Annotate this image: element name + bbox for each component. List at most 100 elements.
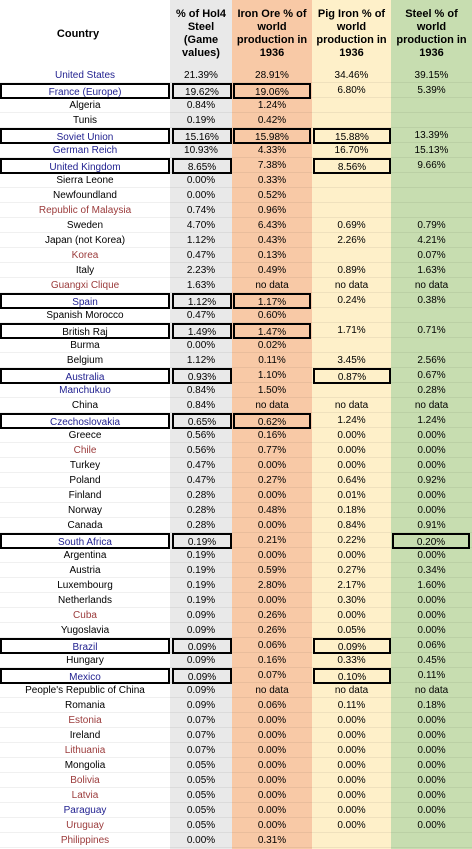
pig-iron-cell[interactable]: 0.00% [337, 550, 366, 561]
steel-cell[interactable]: 0.00% [417, 595, 446, 606]
hoi4-steel-cell[interactable]: 19.62% [172, 83, 232, 99]
pig-iron-cell[interactable]: 8.56% [313, 158, 391, 174]
pig-iron-cell[interactable]: no data [334, 280, 369, 291]
iron-ore-cell[interactable]: 0.02% [257, 340, 287, 351]
pig-iron-cell[interactable] [312, 383, 391, 398]
pig-iron-cell[interactable]: 0.01% [337, 490, 366, 501]
pig-iron-cell[interactable]: 34.46% [334, 70, 369, 81]
steel-cell[interactable]: 0.00% [417, 505, 446, 516]
country-cell[interactable]: Luxembourg [57, 580, 113, 591]
pig-iron-cell[interactable]: 0.10% [313, 668, 391, 684]
steel-cell[interactable]: no data [414, 280, 449, 291]
iron-ore-cell[interactable]: 0.49% [257, 265, 287, 276]
hoi4-steel-cell[interactable]: 0.07% [186, 715, 216, 726]
hoi4-steel-cell[interactable]: 1.12% [172, 293, 232, 309]
pig-iron-cell[interactable] [312, 173, 391, 188]
iron-ore-cell[interactable]: 0.48% [257, 505, 287, 516]
pig-iron-cell[interactable]: 1.24% [337, 415, 366, 426]
iron-ore-cell[interactable]: 0.42% [257, 115, 287, 126]
steel-cell[interactable]: 0.67% [417, 370, 446, 381]
iron-ore-cell[interactable]: 0.06% [257, 700, 287, 711]
iron-ore-cell[interactable]: 1.50% [257, 385, 287, 396]
country-cell[interactable]: Yugoslavia [60, 625, 110, 636]
country-cell[interactable]: Poland [69, 475, 101, 486]
hoi4-steel-cell[interactable]: 0.84% [186, 385, 216, 396]
hoi4-steel-cell[interactable]: 0.28% [186, 505, 216, 516]
iron-ore-cell[interactable]: no data [255, 400, 289, 411]
steel-cell[interactable]: 0.00% [417, 490, 446, 501]
hoi4-steel-cell[interactable]: 0.19% [172, 533, 232, 549]
iron-ore-cell[interactable]: 0.60% [257, 310, 287, 321]
country-cell[interactable]: German Reich [52, 145, 118, 156]
country-cell[interactable]: Uruguay [66, 820, 104, 831]
pig-iron-cell[interactable]: no data [334, 400, 369, 411]
country-cell[interactable]: Finland [68, 490, 102, 501]
iron-ore-cell[interactable]: 28.91% [255, 70, 289, 81]
hoi4-steel-cell[interactable]: 0.56% [186, 445, 216, 456]
country-cell[interactable]: Chile [73, 445, 97, 456]
iron-ore-cell[interactable]: 4.33% [257, 145, 287, 156]
hoi4-steel-cell[interactable]: 0.09% [186, 700, 216, 711]
iron-ore-cell[interactable]: 0.00% [257, 490, 287, 501]
country-cell[interactable]: France (Europe) [0, 83, 170, 99]
steel-cell[interactable]: 0.79% [417, 220, 446, 231]
pig-iron-cell[interactable]: 0.33% [337, 655, 366, 666]
hoi4-steel-cell[interactable]: 0.09% [186, 625, 216, 636]
country-cell[interactable]: Lithuania [64, 745, 106, 756]
steel-cell[interactable]: 0.00% [417, 760, 446, 771]
iron-ore-cell[interactable]: 0.16% [257, 430, 287, 441]
pig-iron-cell[interactable]: 15.88% [313, 128, 391, 144]
hoi4-steel-cell[interactable]: 0.05% [186, 775, 216, 786]
steel-cell[interactable]: 0.00% [417, 430, 446, 441]
pig-iron-cell[interactable]: 0.30% [337, 595, 366, 606]
hoi4-steel-cell[interactable]: 0.65% [172, 413, 232, 429]
country-cell[interactable]: Mexico [0, 668, 170, 684]
steel-cell[interactable]: 0.00% [417, 730, 446, 741]
iron-ore-cell[interactable]: 0.62% [233, 413, 311, 429]
country-cell[interactable]: Philippines [60, 835, 110, 846]
country-cell[interactable]: Spanish Morocco [46, 310, 124, 321]
country-cell[interactable]: Soviet Union [0, 128, 170, 144]
steel-cell[interactable]: 0.00% [417, 715, 446, 726]
pig-iron-cell[interactable]: 3.45% [337, 355, 366, 366]
steel-cell[interactable]: 0.00% [417, 550, 446, 561]
hoi4-steel-cell[interactable]: 0.93% [172, 368, 232, 384]
pig-iron-cell[interactable]: 0.84% [337, 520, 366, 531]
country-cell[interactable]: South Africa [0, 533, 170, 549]
hoi4-steel-cell[interactable]: 0.28% [186, 520, 216, 531]
iron-ore-cell[interactable]: 0.43% [257, 235, 287, 246]
iron-ore-cell[interactable]: 0.00% [257, 715, 287, 726]
pig-iron-cell[interactable] [312, 338, 391, 353]
pig-iron-cell[interactable]: 0.00% [337, 430, 366, 441]
pig-iron-cell[interactable]: 0.18% [337, 505, 366, 516]
hoi4-steel-cell[interactable]: 0.05% [186, 820, 216, 831]
iron-ore-cell[interactable]: 0.00% [257, 550, 287, 561]
iron-ore-cell[interactable]: 0.00% [257, 460, 287, 471]
country-cell[interactable]: Latvia [71, 790, 99, 801]
hoi4-steel-cell[interactable]: 1.63% [186, 280, 216, 291]
steel-cell[interactable]: 0.06% [417, 640, 446, 651]
iron-ore-cell[interactable]: 0.52% [257, 190, 287, 201]
iron-ore-cell[interactable]: no data [255, 280, 289, 291]
hoi4-steel-cell[interactable]: 0.05% [186, 790, 216, 801]
pig-iron-cell[interactable]: 0.00% [337, 460, 366, 471]
iron-ore-cell[interactable]: 0.00% [257, 805, 287, 816]
iron-ore-cell[interactable]: 0.96% [257, 205, 287, 216]
hoi4-steel-cell[interactable]: 1.12% [186, 355, 216, 366]
steel-cell[interactable]: no data [414, 400, 449, 411]
hoi4-steel-cell[interactable]: 0.28% [186, 490, 216, 501]
country-cell[interactable]: China [71, 400, 99, 411]
steel-cell[interactable]: 0.71% [417, 325, 446, 336]
country-cell[interactable]: Brazil [0, 638, 170, 654]
hoi4-steel-cell[interactable]: 0.09% [186, 610, 216, 621]
hoi4-steel-cell[interactable]: 0.00% [186, 340, 216, 351]
steel-cell[interactable]: 0.00% [417, 775, 446, 786]
country-cell[interactable]: Tunis [72, 115, 98, 126]
hoi4-steel-cell[interactable]: 4.70% [186, 220, 216, 231]
steel-cell[interactable]: 0.91% [417, 520, 446, 531]
steel-cell[interactable]: 0.00% [417, 445, 446, 456]
iron-ore-cell[interactable]: 0.26% [257, 610, 287, 621]
country-cell[interactable]: United States [54, 70, 116, 81]
hoi4-steel-cell[interactable]: 0.05% [186, 760, 216, 771]
hoi4-steel-cell[interactable]: 0.07% [186, 730, 216, 741]
